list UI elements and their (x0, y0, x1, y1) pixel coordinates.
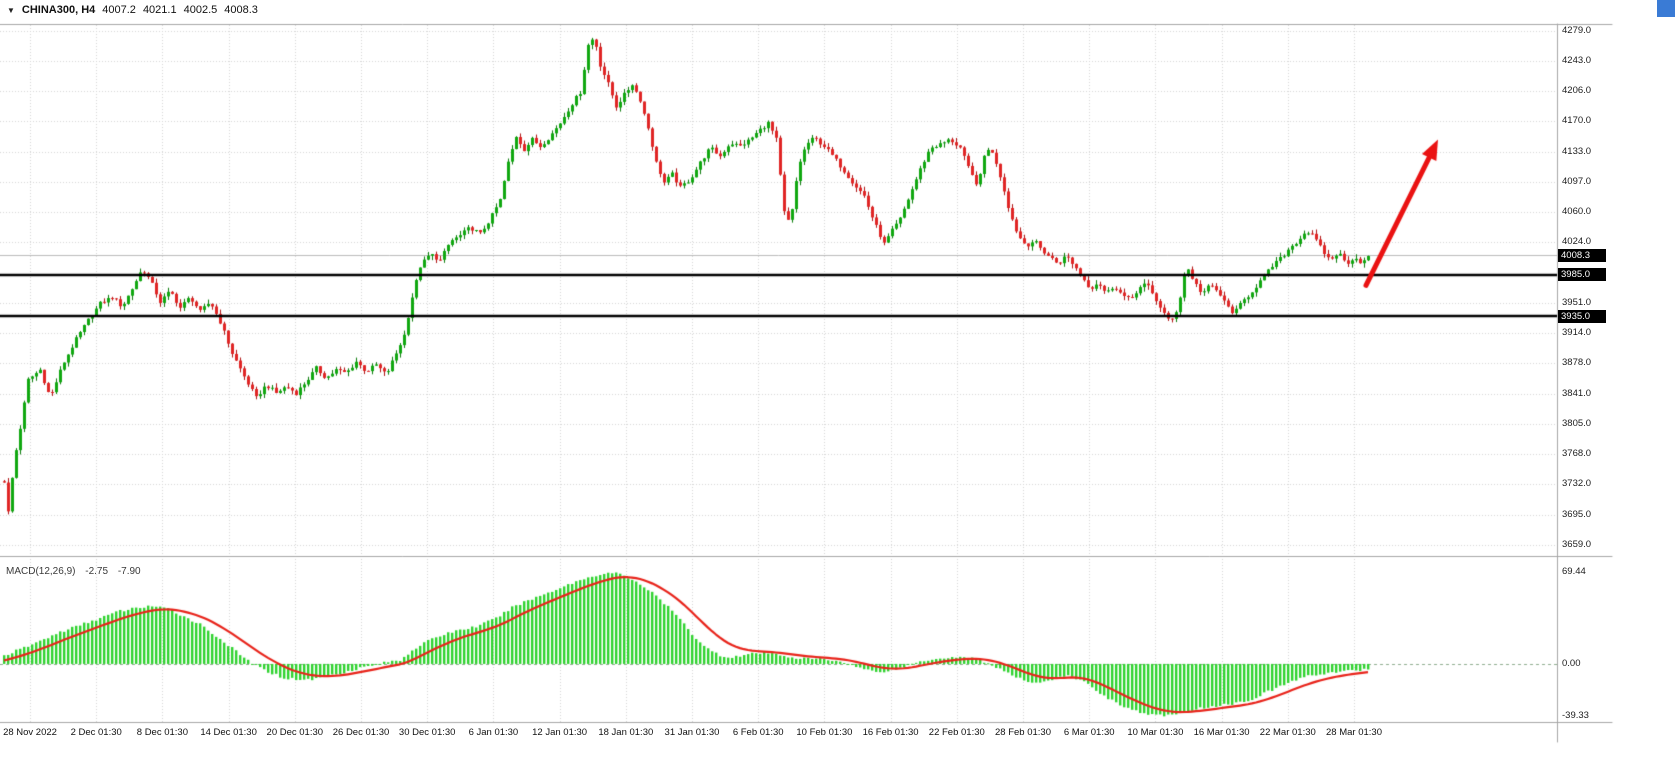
price-badge-hline-1: 3985.0 (1558, 268, 1606, 282)
price-tick-label: 4060.0 (1562, 206, 1592, 218)
time-tick-label: 12 Jan 01:30 (532, 727, 588, 738)
panel-splitter[interactable] (0, 553, 1675, 562)
time-tick-label: 14 Dec 01:30 (200, 727, 257, 738)
price-tick-label: 4133.0 (1562, 145, 1592, 157)
time-tick-label: 10 Mar 01:30 (1127, 727, 1184, 738)
price-tick-label: 4206.0 (1562, 85, 1592, 97)
price-tick-label: 3732.0 (1562, 478, 1592, 490)
time-tick-label: 18 Jan 01:30 (598, 727, 654, 738)
macd-scale-label: -39.33 (1562, 710, 1589, 721)
macd-indicator-label: MACD(12,26,9) -2.75 -7.90 (6, 566, 148, 577)
price-tick-label: 4170.0 (1562, 115, 1592, 127)
scrollbar-fragment (1657, 0, 1675, 17)
price-tick-label: 3914.0 (1562, 327, 1592, 339)
time-tick-label: 31 Jan 01:30 (664, 727, 720, 738)
time-tick-label: 2 Dec 01:30 (70, 727, 122, 738)
time-tick-label: 20 Dec 01:30 (266, 727, 324, 738)
price-tick-label: 3768.0 (1562, 448, 1592, 460)
price-tick-label: 4024.0 (1562, 236, 1592, 248)
macd-signal-value: -7.90 (117, 566, 141, 577)
time-tick-label: 16 Feb 01:30 (862, 727, 919, 738)
price-tick-label: 3659.0 (1562, 538, 1592, 550)
ohlc-close-value: 4008.3 (224, 4, 258, 16)
time-tick-label: 28 Mar 01:30 (1326, 727, 1382, 738)
price-badge-hline-2: 3935.0 (1558, 309, 1606, 323)
price-tick-label: 4279.0 (1562, 24, 1592, 36)
price-tick-label: 3841.0 (1562, 387, 1592, 399)
time-tick-label: 22 Mar 01:30 (1259, 727, 1316, 738)
macd-main-value: -2.75 (85, 566, 109, 577)
macd-scale-label: 69.44 (1562, 566, 1586, 577)
ohlc-high-value: 4021.1 (142, 4, 177, 16)
ohlc-open-value: 4007.2 (102, 4, 136, 16)
time-tick-label: 30 Dec 01:30 (398, 727, 456, 738)
symbol-dropdown-icon[interactable]: ▼ (7, 5, 15, 15)
macd-scale-label: 0.00 (1562, 657, 1581, 669)
price-badge-current: 4008.3 (1558, 248, 1606, 262)
time-tick-label: 16 Mar 01:30 (1193, 727, 1250, 738)
time-tick-label: 22 Feb 01:30 (928, 727, 985, 738)
chart-header: ▼ CHINA300, H4 4007.2 4021.1 4002.5 4008… (7, 4, 258, 16)
time-tick-label: 28 Nov 2022 (3, 727, 57, 738)
price-tick-label: 4097.0 (1562, 175, 1592, 187)
ohlc-low-value: 4002.5 (183, 4, 218, 16)
price-tick-label: 3695.0 (1562, 508, 1592, 520)
time-tick-label: 6 Mar 01:30 (1063, 727, 1115, 738)
price-tick-label: 4243.0 (1562, 54, 1592, 66)
time-tick-label: 6 Jan 01:30 (468, 727, 519, 738)
time-tick-label: 8 Dec 01:30 (136, 727, 189, 738)
price-tick-label: 3951.0 (1562, 296, 1592, 308)
time-tick-label: 10 Feb 01:30 (796, 727, 853, 738)
macd-name: MACD(12,26,9) (6, 566, 76, 577)
price-tick-label: 3878.0 (1562, 357, 1592, 369)
symbol-timeframe-label: CHINA300, H4 (21, 4, 96, 16)
price-tick-label: 3805.0 (1562, 417, 1592, 429)
time-tick-label: 26 Dec 01:30 (332, 727, 390, 738)
time-tick-label: 6 Feb 01:30 (732, 727, 784, 738)
time-tick-label: 28 Feb 01:30 (995, 727, 1051, 738)
